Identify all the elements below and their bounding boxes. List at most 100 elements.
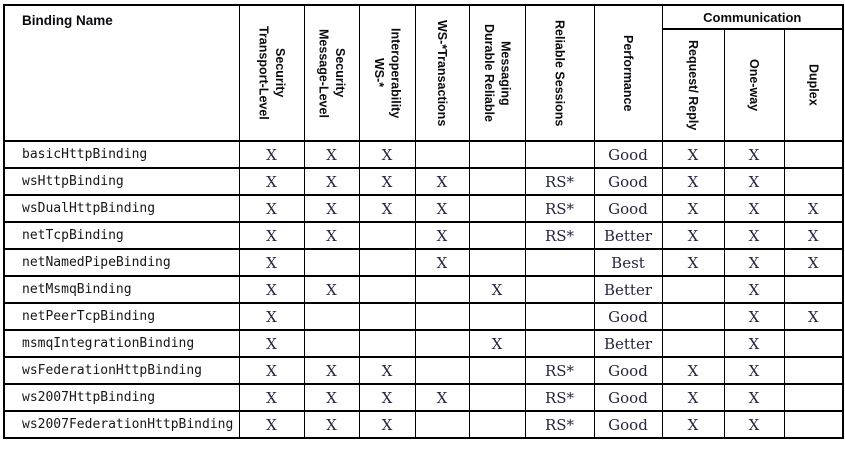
binding-name-cell: netTcpBinding	[3, 221, 240, 250]
matrix-cell: RS*	[524, 356, 595, 385]
matrix-cell	[468, 356, 526, 385]
binding-name-cell: wsHttpBinding	[3, 167, 240, 196]
matrix-cell: X	[238, 383, 305, 412]
matrix-cell: X	[661, 383, 725, 412]
matrix-cell: X	[723, 383, 785, 412]
matrix-cell: X	[303, 194, 360, 223]
matrix-cell	[468, 221, 526, 250]
matrix-cell: RS*	[524, 410, 595, 439]
table-row: ws2007HttpBinding X X X X RS* Good X X	[3, 383, 844, 412]
performance-cell: Better	[593, 329, 663, 358]
matrix-cell: X	[414, 194, 470, 223]
matrix-cell: RS*	[524, 383, 595, 412]
matrix-cell: X	[358, 167, 416, 196]
col-header-duplex: Duplex	[783, 28, 844, 142]
col-header-message-level-security: Message-Level Security	[303, 4, 360, 142]
matrix-cell: X	[414, 221, 470, 250]
communication-group-header: Communication	[661, 4, 844, 30]
matrix-cell	[783, 356, 844, 385]
binding-name-cell: ws2007HttpBinding	[3, 383, 240, 412]
matrix-cell	[358, 248, 416, 277]
rotated-header-label: Message-Level Security	[316, 28, 347, 118]
matrix-cell: X	[303, 410, 360, 439]
matrix-cell	[414, 329, 470, 358]
matrix-cell	[358, 275, 416, 304]
matrix-cell	[414, 302, 470, 331]
table-row: netMsmqBinding X X X Better X	[3, 275, 844, 304]
matrix-cell: X	[723, 275, 785, 304]
matrix-cell: X	[723, 221, 785, 250]
matrix-cell	[468, 140, 526, 169]
col-header-reliable-sessions: Reliable Sessions	[524, 4, 595, 142]
matrix-cell: X	[723, 194, 785, 223]
matrix-cell: RS*	[524, 167, 595, 196]
matrix-cell	[524, 329, 595, 358]
binding-name-cell: netNamedPipeBinding	[3, 248, 240, 277]
performance-cell: Good	[593, 302, 663, 331]
performance-cell: Good	[593, 410, 663, 439]
matrix-cell: X	[238, 194, 305, 223]
matrix-cell: X	[358, 410, 416, 439]
table-row: wsFederationHttpBinding X X X RS* Good X…	[3, 356, 844, 385]
matrix-cell: X	[723, 167, 785, 196]
matrix-cell: X	[723, 356, 785, 385]
binding-name-cell: netMsmqBinding	[3, 275, 240, 304]
matrix-cell: X	[723, 248, 785, 277]
col-header-ws-interoperability: WS-* Interoperability	[358, 4, 416, 142]
matrix-cell: X	[303, 356, 360, 385]
table-row: wsHttpBinding X X X X RS* Good X X	[3, 167, 844, 196]
matrix-cell	[468, 383, 526, 412]
binding-name-cell: basicHttpBinding	[3, 140, 240, 169]
matrix-cell: X	[238, 410, 305, 439]
binding-name-cell: netPeerTcpBinding	[3, 302, 240, 331]
table-row: ws2007FederationHttpBinding X X X RS* Go…	[3, 410, 844, 439]
matrix-cell	[524, 140, 595, 169]
matrix-cell	[468, 410, 526, 439]
table-body: basicHttpBinding X X X Good X X wsHttpBi…	[3, 140, 844, 439]
matrix-cell	[783, 410, 844, 439]
matrix-cell: X	[303, 167, 360, 196]
matrix-cell: X	[661, 167, 725, 196]
table-header: Binding Name Transport-Level Security Me…	[3, 4, 844, 142]
matrix-cell	[358, 221, 416, 250]
matrix-cell	[414, 140, 470, 169]
matrix-cell: RS*	[524, 221, 595, 250]
matrix-cell: X	[358, 356, 416, 385]
col-header-transport-level-security: Transport-Level Security	[238, 4, 305, 142]
matrix-cell: X	[783, 221, 844, 250]
matrix-cell	[358, 302, 416, 331]
performance-cell: Good	[593, 383, 663, 412]
matrix-cell	[661, 329, 725, 358]
matrix-cell	[358, 329, 416, 358]
performance-cell: Best	[593, 248, 663, 277]
matrix-cell: X	[238, 275, 305, 304]
table-row: netNamedPipeBinding X X Best X X X	[3, 248, 844, 277]
matrix-cell: X	[358, 194, 416, 223]
matrix-cell: X	[303, 275, 360, 304]
rotated-header-label: Reliable Sessions	[552, 19, 567, 127]
performance-cell: Good	[593, 167, 663, 196]
table-row: wsDualHttpBinding X X X X RS* Good X X X	[3, 194, 844, 223]
matrix-cell: X	[661, 194, 725, 223]
table-row: basicHttpBinding X X X Good X X	[3, 140, 844, 169]
matrix-cell: X	[661, 410, 725, 439]
table-row: netPeerTcpBinding X Good X X	[3, 302, 844, 331]
matrix-cell: X	[414, 167, 470, 196]
matrix-cell	[783, 275, 844, 304]
col-header-ws-transactions: WS-*Transactions	[414, 4, 470, 142]
rotated-header-label: One-way	[747, 58, 762, 112]
matrix-cell	[524, 275, 595, 304]
matrix-cell: X	[468, 275, 526, 304]
matrix-cell: X	[661, 221, 725, 250]
performance-cell: Better	[593, 275, 663, 304]
performance-cell: Good	[593, 140, 663, 169]
header-row-top: Binding Name Transport-Level Security Me…	[3, 4, 844, 142]
matrix-cell: X	[468, 329, 526, 358]
matrix-cell: X	[238, 140, 305, 169]
col-header-request-reply: Request/ Reply	[661, 28, 725, 142]
matrix-cell	[468, 302, 526, 331]
matrix-cell: X	[661, 140, 725, 169]
rotated-header-label: WS-* Interoperability	[372, 27, 403, 119]
rotated-header-label: Performance	[621, 34, 636, 112]
col-header-performance: Performance	[593, 4, 663, 142]
